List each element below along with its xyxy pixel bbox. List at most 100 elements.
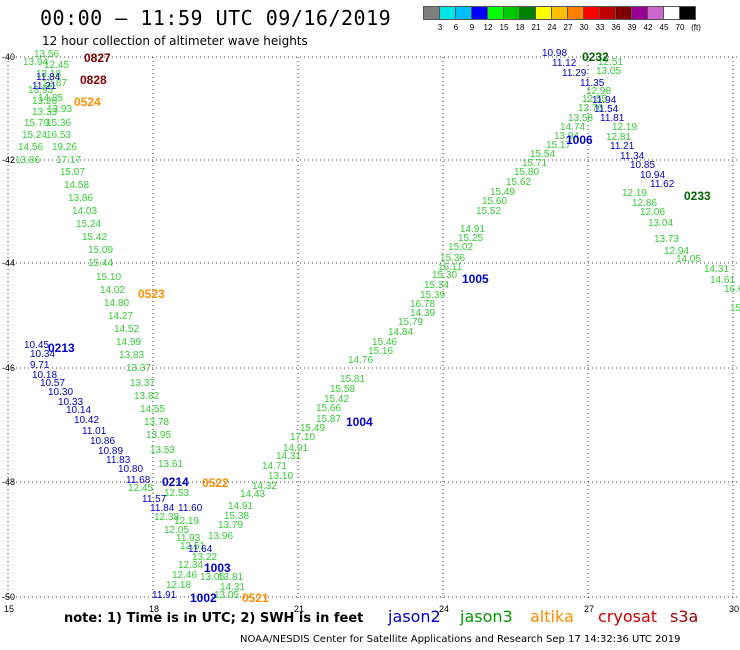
wave-height-value: 12.94 [664,246,689,257]
wave-height-value: 13.79 [218,520,243,531]
wave-height-value: 10.33 [58,397,83,408]
time-tag: 1006 [566,133,593,147]
color-scale-label: 24 [547,23,557,32]
wave-height-value: 13.05 [596,66,621,77]
time-tag: 1004 [346,415,373,429]
wave-height-value: 13.82 [134,391,159,402]
wave-height-value: 11.93 [176,533,201,544]
wave-height-value: 14.39 [410,308,435,319]
wave-height-value: 15.36 [440,253,465,264]
longitude-label: 18 [149,604,159,614]
time-tag: 1005 [462,272,489,286]
wave-height-value: 12.19 [622,188,647,199]
wave-height-value: 15.58 [330,384,355,395]
wave-height-value: 14.91 [283,443,308,454]
longitude-label: 21 [294,604,304,614]
wave-height-value: 14.58 [64,180,89,191]
wave-height-value: 15.34 [424,280,449,291]
wave-height-value: 11.29 [562,68,587,79]
wave-height-value: 15.52 [476,206,501,217]
latitude-label: -42 [2,155,15,165]
wave-height-value: 13.05 [214,590,239,601]
wave-height-values: 13.5613.9412.4513.1812.8713.9514.8513.26… [15,48,740,601]
wave-height-value: 11.91 [152,590,177,601]
wave-height-value: 16.53 [46,130,71,141]
wave-height-value: 13.04 [648,218,673,229]
color-scale-bar [423,6,696,20]
wave-height-value: 14.31 [704,264,729,275]
wave-height-value: 13.86 [15,155,40,166]
wave-height-value: 14.02 [100,285,125,296]
wave-height-value: 10.94 [640,170,665,181]
wave-height-value: 11.94 [592,95,617,106]
time-tag: 1002 [190,591,217,605]
page-subtitle: 12 hour collection of altimeter wave hei… [42,34,308,48]
wave-height-value: 12.87 [42,78,67,89]
wave-height-value: 14.27 [108,311,133,322]
wave-height-value: 15.62 [506,177,531,188]
legend-s3a: s3a [670,607,699,626]
wave-height-value: 15.80 [514,167,539,178]
color-scale-label: 9 [469,23,475,32]
wave-height-value: 15.79 [24,118,49,129]
color-scale-label: 42 [643,23,653,32]
wave-height-value: 12.05 [164,525,189,536]
wave-height-value: 17.10 [290,432,315,443]
legend-jason3: jason3 [460,607,513,626]
wave-height-value: 12.06 [640,207,665,218]
wave-height-value: 15.17 [546,140,571,151]
wave-height-value: 15.25 [458,233,483,244]
wave-height-value: 15.42 [324,394,349,405]
wave-height-value: 13.33 [32,107,57,118]
wave-height-value: 15.71 [522,158,547,169]
wave-height-value: 15.39 [420,290,445,301]
wave-height-value: 15.60 [482,196,507,207]
wave-height-value: 12.55 [582,94,607,105]
color-scale-label: 36 [611,23,621,32]
wave-height-value: 15.54 [530,149,555,160]
wave-height-value: 15.49 [490,187,515,198]
color-scale-label: 33 [595,23,605,32]
wave-height-value: 12.51 [598,57,623,68]
wave-height-value: 12.81 [606,132,631,143]
wave-height-value: 13.86 [68,193,93,204]
longitude-label: 15 [4,604,14,614]
wave-height-value: 13.81 [218,572,243,583]
color-scale-labels: 3 6 9 12 15 18 21 24 27 30 33 36 39 42 45 70 (ft) [423,23,740,35]
wave-height-value: 14.31 [220,582,245,593]
wave-height-value: 15.87 [316,414,341,425]
wave-height-value: 14.61 [710,275,735,286]
page-title: 00:00 – 11:59 UTC 09/16/2019 [40,6,392,30]
wave-height-value: 14.05 [676,254,701,265]
wave-height-value: 11.21 [610,141,635,152]
wave-height-value: 11.81 [600,113,625,124]
wave-height-value: 12.19 [174,516,199,527]
time-tag: 0524 [74,95,101,109]
wave-height-value: 14.76 [348,355,373,366]
time-tag: 0827 [84,51,111,65]
wave-height-value: 12.46 [172,570,197,581]
wave-height-value: 13.56 [34,49,59,60]
wave-height-value: 14.80 [104,298,129,309]
color-scale-label: 12 [483,23,493,32]
wave-height-value: 10.89 [98,446,123,457]
legend-jason2: jason2 [388,607,441,626]
wave-height-value: 12.34 [178,560,203,571]
wave-height-value: 13.26 [32,96,57,107]
wave-height-value: 14.71 [262,461,287,472]
wave-height-value: 11.84 [150,503,175,514]
time-tag: 0232 [582,50,609,64]
time-tag: 0213 [48,341,75,355]
wave-height-value: 13.22 [192,552,217,563]
wave-height-value: 11.54 [594,104,619,115]
wave-height-value: 13.95 [28,85,53,96]
color-scale-label: 15 [499,23,509,32]
longitude-label: 24 [439,604,449,614]
wave-height-value: 14.55 [140,404,165,415]
wave-height-value: 13.93 [47,104,72,115]
wave-height-value: 11.01 [82,426,107,437]
wave-height-value: 10.45 [24,340,49,351]
wave-height-value: 13.58 [568,113,593,124]
wave-height-value: 15.02 [448,242,473,253]
